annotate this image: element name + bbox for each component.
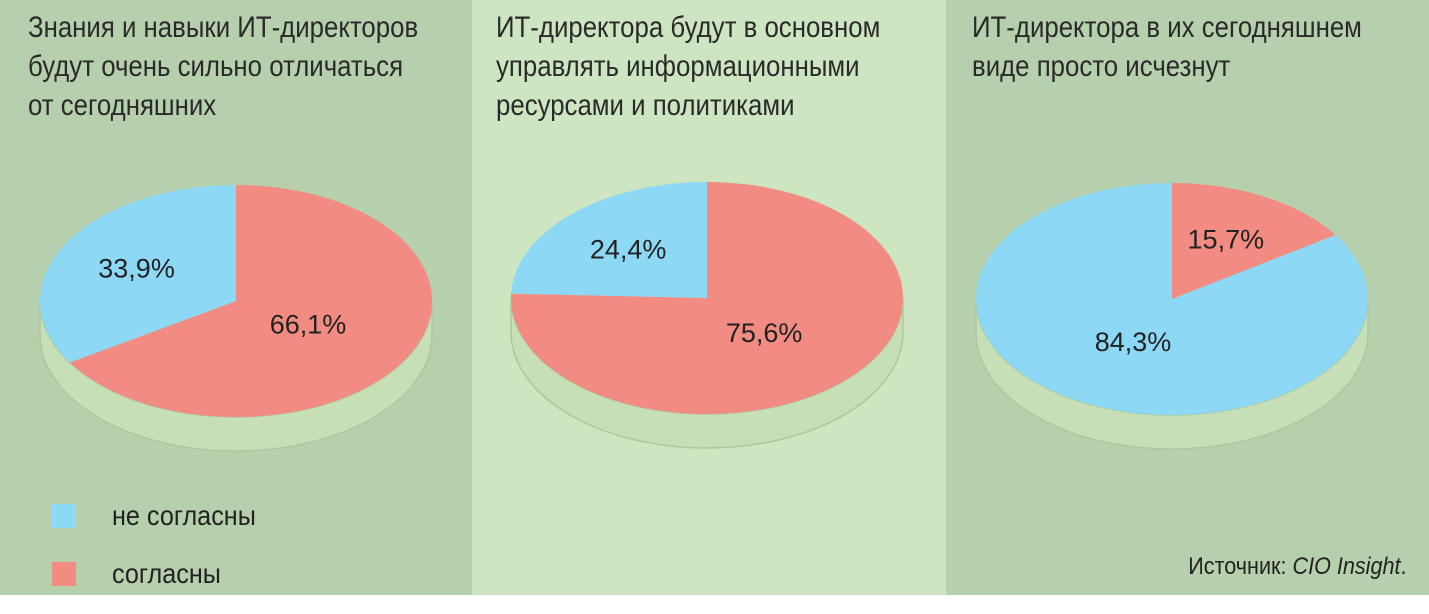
chart-title: ИТ-директора будут в основном управлять …	[496, 8, 926, 125]
slice-label: 33,9%	[98, 253, 175, 283]
pie-slice-agree	[1172, 183, 1336, 299]
chart-title-line: от сегодняшних	[28, 89, 217, 122]
chart-title-line: ИТ-директора в их сегодняшнем	[972, 11, 1362, 44]
chart-title-line: виде просто исчезнут	[972, 50, 1231, 83]
pie-chart-2: 75,6% 24,4%	[510, 182, 904, 449]
chart-title-line: ИТ-директора будут в основном	[496, 11, 881, 44]
chart-title-line: ресурсами и политиками	[496, 89, 795, 122]
chart-panel-2: ИТ-директора будут в основном управлять …	[472, 0, 946, 595]
pie-slice-agree	[69, 185, 432, 417]
pie-chart-1: 66,1% 33,9%	[39, 185, 433, 452]
chart-title-line: управлять информационными	[496, 50, 860, 83]
slice-label: 84,3%	[1095, 327, 1172, 357]
chart-title: Знания и навыки ИТ-директоров будут очен…	[28, 8, 458, 125]
chart-panel-3: ИТ-директора в их сегодняшнем виде прост…	[946, 0, 1429, 595]
pie-slice-disagree	[975, 183, 1368, 415]
source-suffix: .	[1400, 553, 1407, 580]
legend-label: согласны	[112, 558, 221, 589]
source-prefix: Источник:	[1188, 553, 1293, 580]
legend-label: не согласны	[112, 500, 256, 531]
chart-panel-1: Знания и навыки ИТ-директоров будут очен…	[0, 0, 472, 595]
pie-slice-disagree	[40, 185, 236, 363]
source-note: Источник: CIO Insight.	[1189, 553, 1407, 581]
legend-swatch-disagree	[52, 504, 76, 528]
chart-title-line: будут очень сильно отличаться	[28, 50, 404, 83]
slice-label: 75,6%	[726, 318, 803, 348]
chart-title-line: Знания и навыки ИТ-директоров	[28, 11, 419, 44]
pie-slice-disagree	[511, 182, 707, 298]
slice-label: 24,4%	[590, 235, 667, 265]
pie-chart-3: 15,7% 84,3%	[975, 183, 1369, 450]
slice-label: 66,1%	[270, 310, 347, 340]
chart-title: ИТ-директора в их сегодняшнем виде прост…	[972, 8, 1402, 86]
source-name: CIO Insight	[1292, 553, 1401, 580]
slice-label: 15,7%	[1188, 225, 1265, 255]
legend-swatch-agree	[52, 562, 76, 586]
